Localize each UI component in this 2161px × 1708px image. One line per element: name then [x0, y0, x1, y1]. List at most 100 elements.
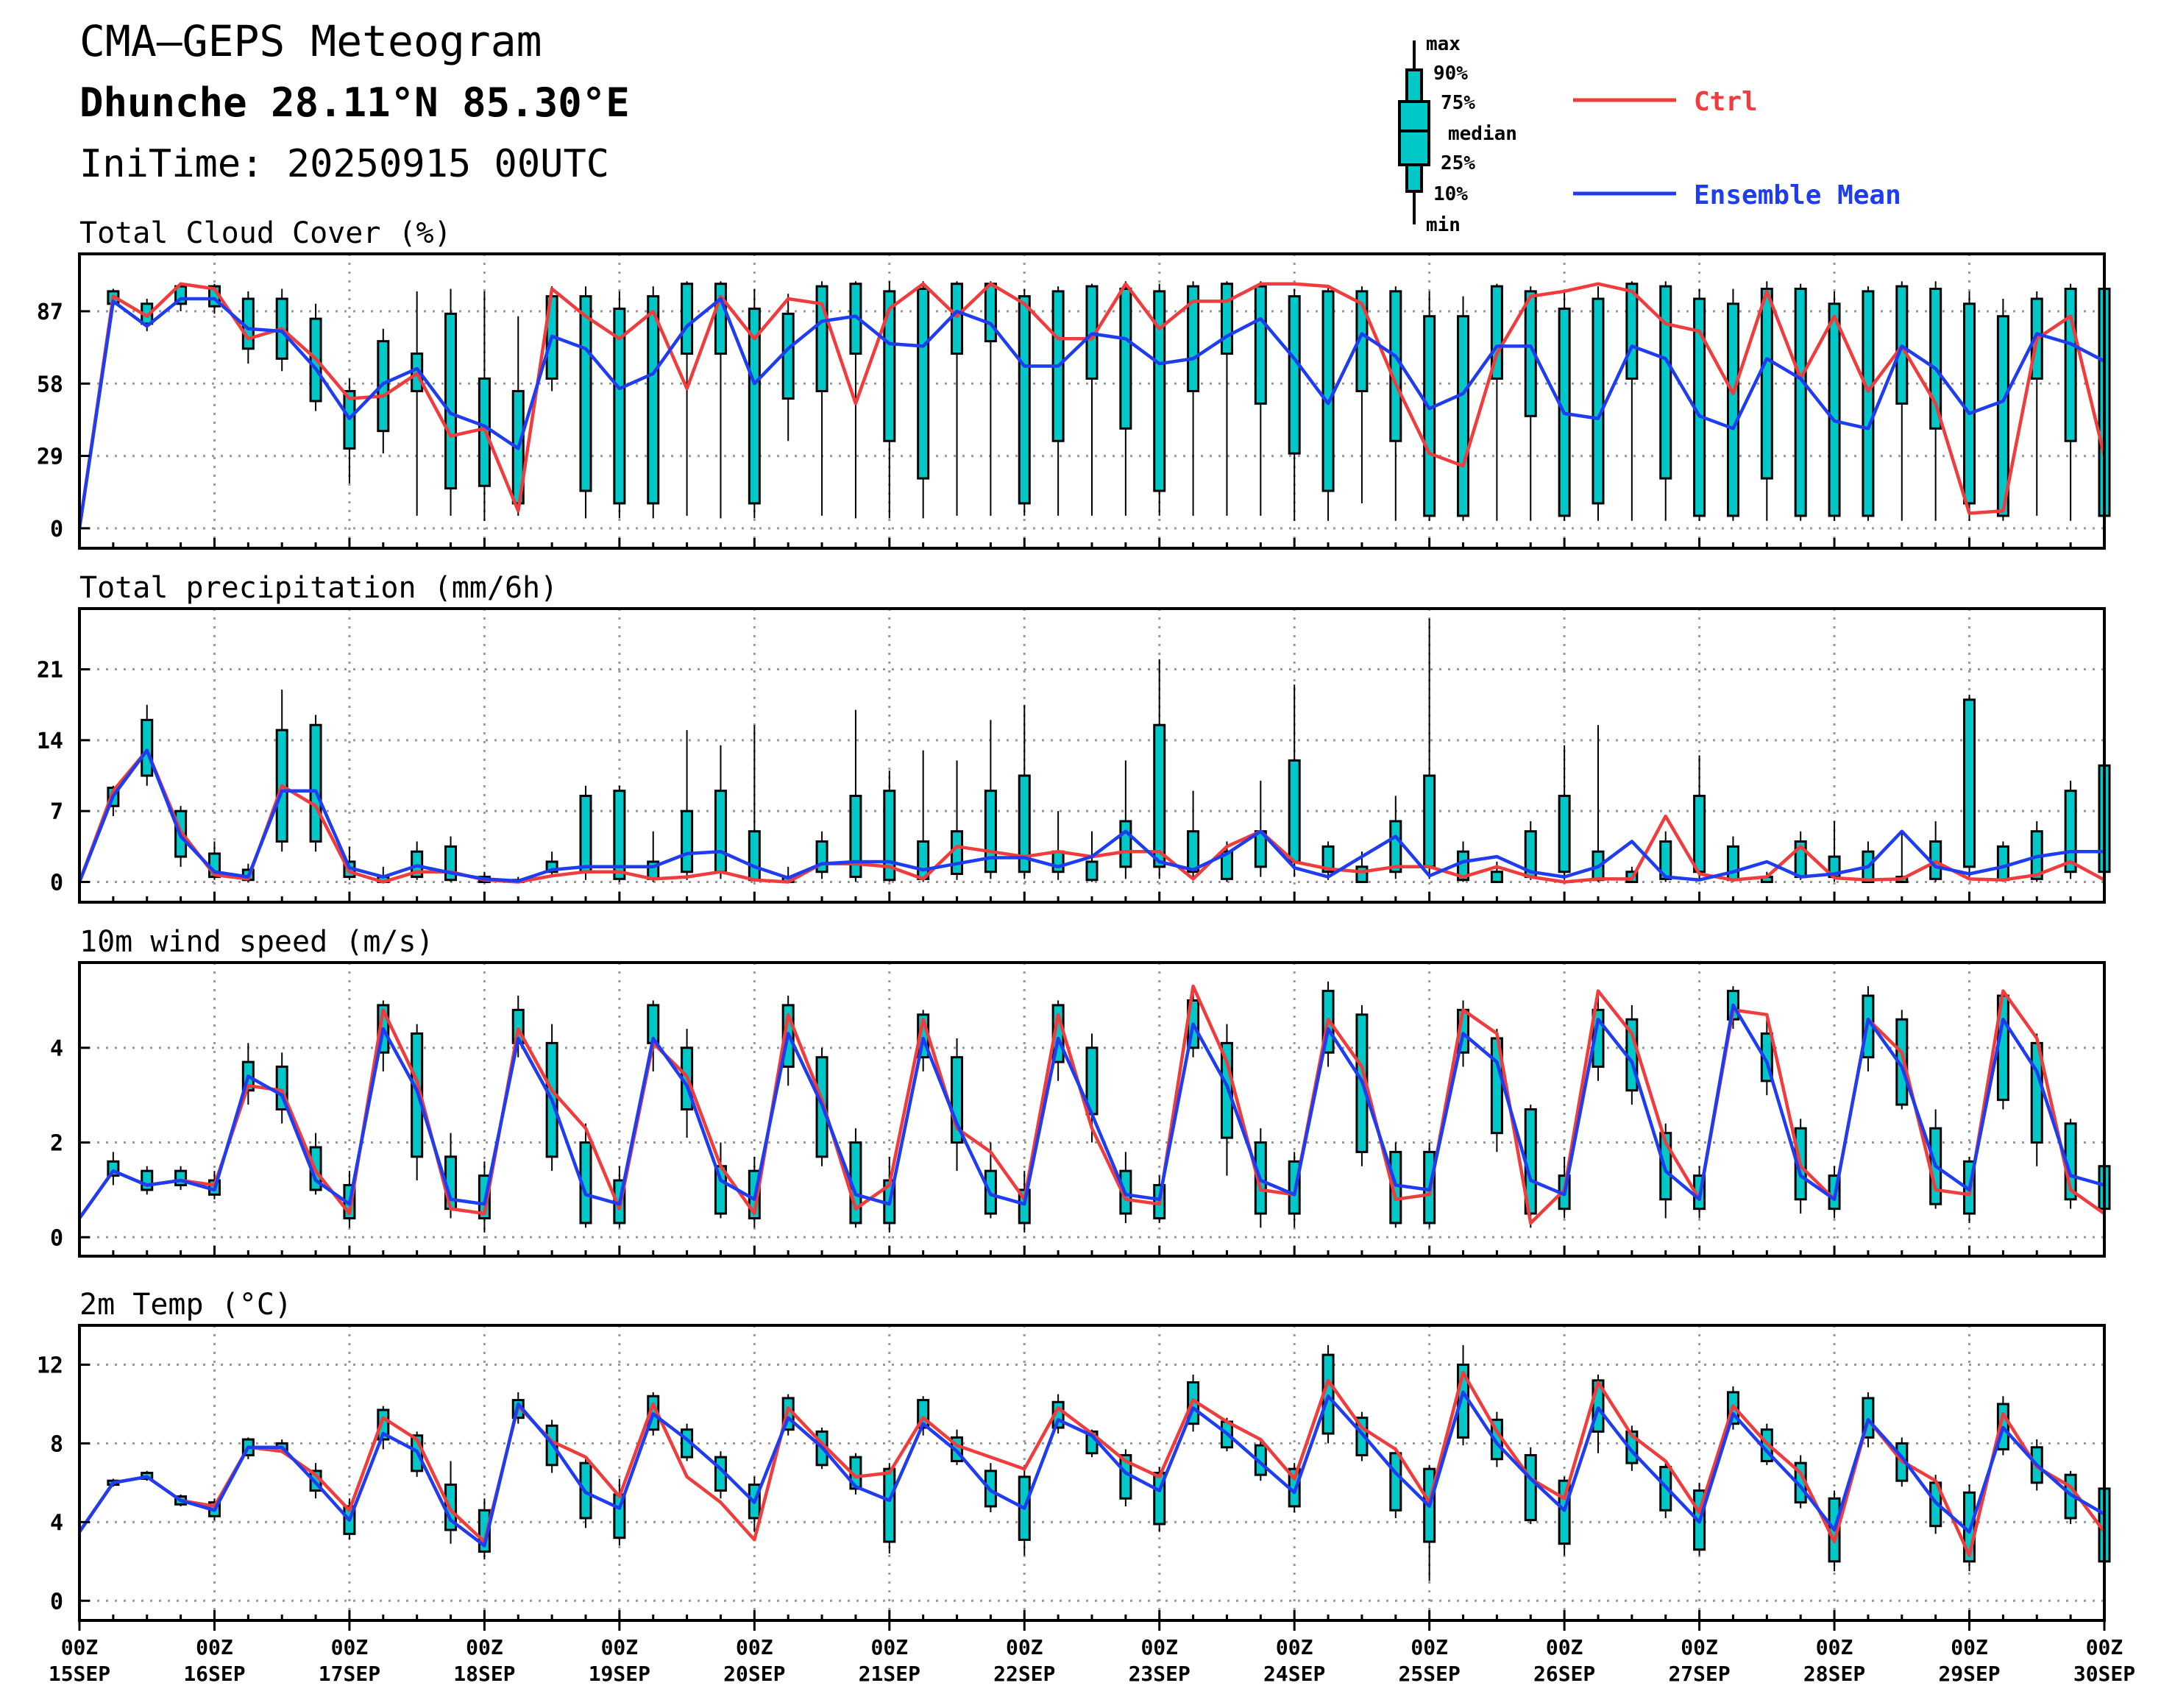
box-body	[1423, 315, 1436, 517]
x-hour-label: 00Z	[871, 1635, 909, 1659]
line-legend: Ctrl Ensemble Mean	[1573, 87, 1901, 210]
box-body	[1187, 285, 1200, 392]
box-body	[1220, 850, 1233, 880]
box-body	[1389, 290, 1402, 442]
x-hour-label: 00Z	[1546, 1635, 1583, 1659]
box-body	[1996, 845, 2009, 882]
temperature-panel: 0 4 8 12	[37, 1324, 2111, 1622]
box-body	[2064, 790, 2077, 874]
legend-ctrl-label: Ctrl	[1694, 87, 1758, 117]
y-tick-label: 4	[50, 1510, 63, 1536]
box-body	[1558, 795, 1571, 874]
y-tick-label: 14	[37, 729, 63, 754]
box-body	[1288, 759, 1301, 863]
box-body	[1254, 285, 1267, 405]
x-date-label: 28SEP	[1803, 1662, 1865, 1686]
ctrl-series-line	[78, 1370, 2106, 1558]
x-hour-label: 00Z	[1276, 1635, 1313, 1659]
box-body	[579, 295, 592, 492]
chart-title: CMA—GEPS Meteogram	[79, 16, 542, 66]
x-date-label: 27SEP	[1668, 1662, 1730, 1686]
cloud-panel-title: Total Cloud Cover (%)	[79, 216, 452, 250]
ctrl-series-line	[77, 282, 2107, 529]
box-body	[714, 283, 727, 355]
box-body	[849, 795, 862, 879]
box-body	[1625, 283, 1639, 380]
box-body	[1321, 290, 1335, 492]
wind-panel-title: 10m wind speed (m/s)	[79, 925, 434, 959]
box-body	[1389, 1452, 1402, 1512]
y-tick-label: 0	[50, 1225, 63, 1251]
x-date-label: 17SEP	[319, 1662, 380, 1686]
box-body	[1963, 698, 1976, 868]
x-date-label: 24SEP	[1263, 1662, 1325, 1686]
box-body	[1355, 865, 1369, 883]
box-body	[141, 1169, 154, 1191]
temp-panel-title: 2m Temp (°C)	[79, 1288, 292, 1322]
box-body	[917, 287, 930, 480]
legend-min: min	[1426, 214, 1461, 236]
x-hour-label: 00Z	[2086, 1635, 2123, 1659]
x-hour-label: 00Z	[1951, 1635, 1988, 1659]
box-body	[1592, 297, 1605, 505]
x-hour-label: 00Z	[736, 1635, 773, 1659]
x-date-label: 26SEP	[1533, 1662, 1595, 1686]
box-body	[1726, 302, 1739, 517]
box-body	[714, 790, 727, 874]
x-hour-label: 00Z	[1140, 1635, 1178, 1659]
x-hour-label: 00Z	[1410, 1635, 1448, 1659]
y-tick-label: 12	[37, 1353, 63, 1378]
box-body	[951, 283, 964, 355]
legend-median: median	[1448, 123, 1517, 145]
y-tick-label: 8	[50, 1431, 63, 1457]
x-date-label: 29SEP	[1938, 1662, 2000, 1686]
legend-p25: 25%	[1441, 152, 1475, 174]
y-tick-label: 4	[50, 1036, 63, 1062]
box-body	[1085, 860, 1099, 882]
x-date-label: 22SEP	[993, 1662, 1055, 1686]
box-body	[1963, 302, 1976, 505]
box-body	[1862, 290, 1875, 517]
box-body	[1153, 723, 1166, 868]
box-body	[1794, 287, 1807, 517]
box-body	[1389, 820, 1402, 874]
box-body	[1996, 315, 2009, 517]
box-body	[1659, 285, 1672, 480]
box-body	[1288, 295, 1301, 455]
precip-panel-title: Total precipitation (mm/6h)	[79, 571, 558, 605]
x-date-label: 25SEP	[1399, 1662, 1461, 1686]
box-body	[613, 308, 626, 505]
y-tick-label: 0	[50, 517, 63, 542]
box-body	[1524, 1453, 1537, 1522]
box-body	[1490, 871, 1503, 883]
box-body	[141, 718, 154, 777]
box-body	[1119, 820, 1132, 868]
legend-p75: 75%	[1441, 92, 1475, 114]
x-date-label: 16SEP	[183, 1662, 245, 1686]
box-body	[2064, 287, 2077, 442]
box-body	[377, 340, 390, 433]
box-body	[1693, 795, 1706, 874]
box-body	[1119, 287, 1132, 430]
x-hour-label: 00Z	[61, 1635, 99, 1659]
box-body	[1018, 295, 1031, 505]
x-date-label: 30SEP	[2073, 1662, 2135, 1686]
x-hour-label: 00Z	[1816, 1635, 1853, 1659]
cloud-cover-panel: 0 29 58 87	[37, 252, 2111, 550]
x-date-label: 21SEP	[859, 1662, 920, 1686]
y-tick-label: 87	[37, 300, 63, 325]
legend-p90: 90%	[1433, 63, 1468, 85]
box-legend: max 90% 75% median 25% 10% min	[1398, 33, 1517, 236]
box-body	[883, 290, 896, 442]
box-body	[444, 312, 458, 490]
y-tick-label: 29	[37, 444, 63, 470]
y-tick-label: 21	[37, 658, 63, 684]
x-axis: 00Z 15SEP 00Z 16SEP 00Z 17SEP 00Z 18SEP 00Z 19SEP…	[49, 1620, 2135, 1686]
ensemble-mean-series-line	[78, 1390, 2106, 1548]
x-hour-label: 00Z	[1006, 1635, 1043, 1659]
x-hour-label: 00Z	[196, 1635, 233, 1659]
box-body	[1726, 845, 1739, 882]
x-date-label: 15SEP	[49, 1662, 110, 1686]
init-time-label: IniTime: 20250915 00UTC	[79, 142, 609, 186]
legend-box-inner	[1398, 100, 1430, 166]
